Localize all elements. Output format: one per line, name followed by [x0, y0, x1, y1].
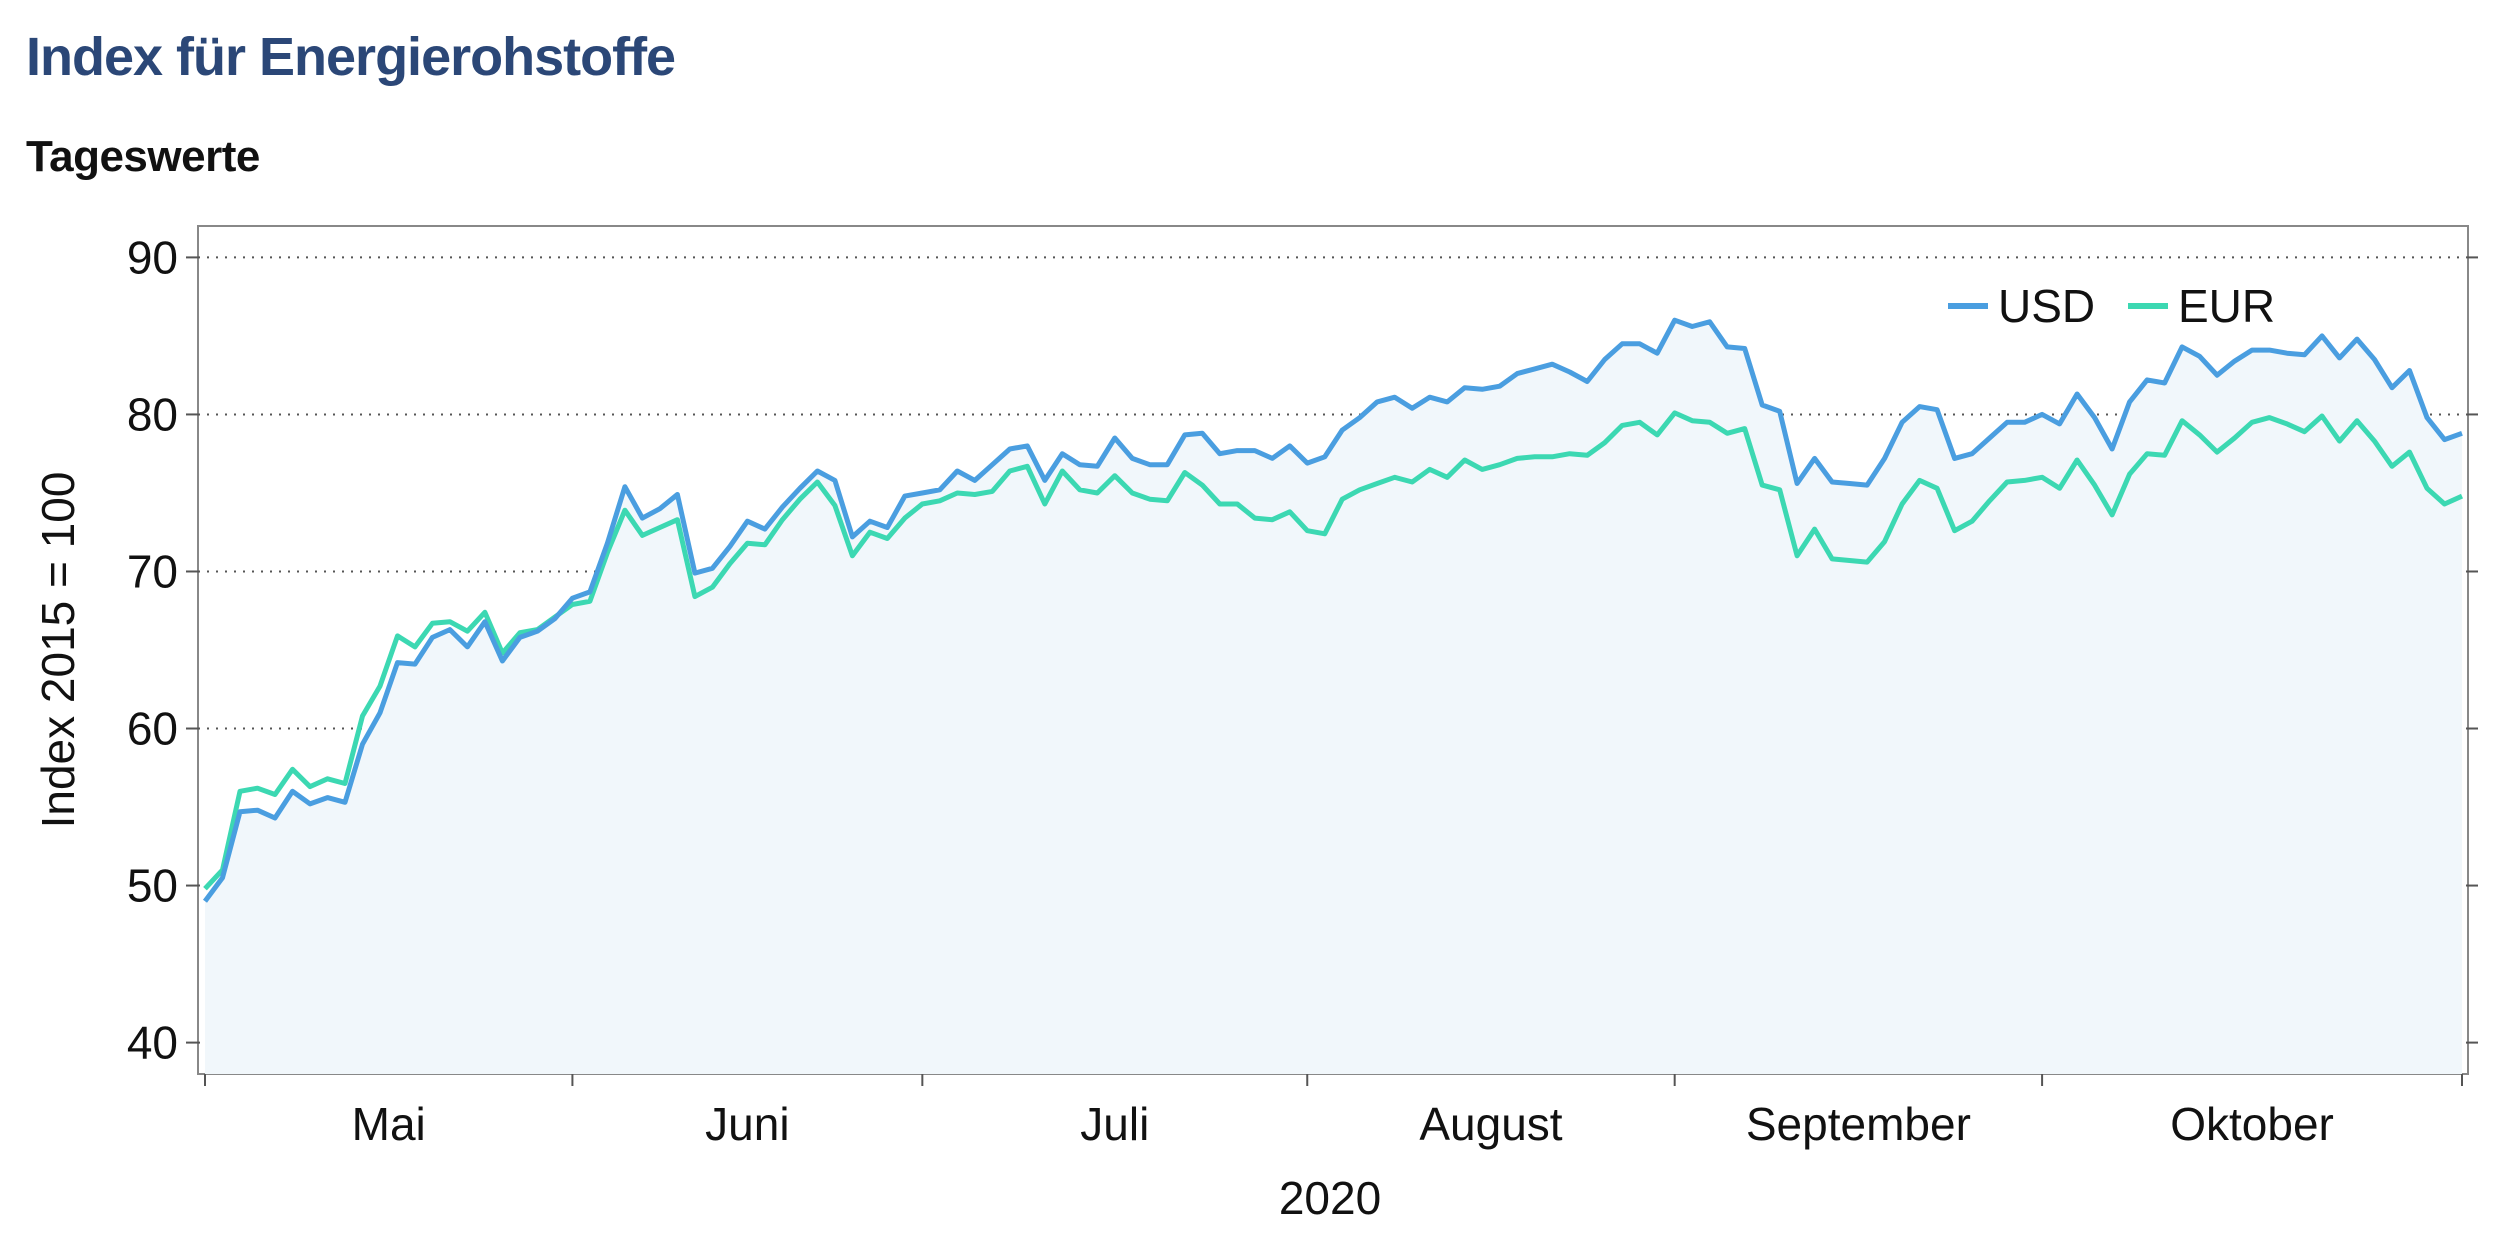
chart-subtitle: Tageswerte	[26, 132, 260, 181]
area-fill-under-usd	[205, 320, 2462, 1074]
series-line-eur	[203, 410, 2464, 891]
y-tick-label-80: 80	[127, 388, 178, 440]
y-axis: 40 50 60 70 80 90	[127, 231, 2478, 1069]
x-tick-label-september: September	[1746, 1098, 1971, 1150]
series-lines	[202, 317, 2464, 903]
series-line-usd	[202, 317, 2463, 903]
x-tick-label-juli: Juli	[1080, 1098, 1149, 1150]
legend-label-eur: EUR	[2178, 280, 2275, 332]
x-axis-label: 2020	[1279, 1172, 1381, 1224]
x-tick-label-mai: Mai	[352, 1098, 426, 1150]
legend-label-usd: USD	[1998, 280, 2095, 332]
y-tick-label-70: 70	[127, 545, 178, 597]
x-axis: Mai Juni Juli August September Oktober	[204, 1074, 2463, 1150]
y-axis-label: Index 2015 = 100	[32, 472, 84, 829]
y-tick-label-60: 60	[127, 703, 178, 755]
y-tick-label-90: 90	[127, 231, 178, 283]
legend: USD EUR	[1948, 280, 2275, 332]
x-tick-label-juni: Juni	[705, 1098, 789, 1150]
x-tick-label-oktober: Oktober	[2170, 1098, 2334, 1150]
y-tick-label-50: 50	[127, 860, 178, 912]
x-tick-label-august: August	[1419, 1098, 1562, 1150]
chart-title: Index für Energierohstoffe	[26, 27, 676, 87]
y-tick-label-40: 40	[127, 1017, 178, 1069]
